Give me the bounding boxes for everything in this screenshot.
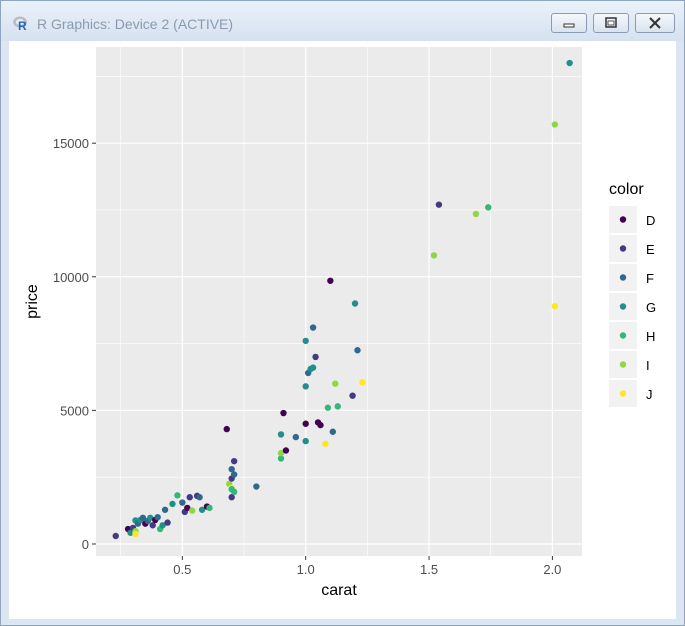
data-point-j	[132, 530, 139, 538]
y-tick-label: 0	[82, 537, 89, 552]
legend-key-d	[619, 216, 627, 223]
data-point-h	[174, 492, 181, 499]
minimize-button[interactable]	[551, 13, 587, 33]
data-point-g	[159, 522, 166, 529]
legend-label-d: D	[646, 213, 655, 228]
legend-label-f: F	[646, 271, 654, 286]
data-point-h	[334, 403, 341, 410]
data-point-e	[349, 392, 356, 399]
data-point-g	[351, 300, 359, 307]
data-point-f	[161, 506, 169, 513]
data-point-g	[147, 514, 154, 521]
data-point-e	[230, 457, 238, 465]
svg-text:R: R	[18, 19, 27, 31]
graphics-device-canvas: 0.5 1.0 1.5 2.0 0 5000 10000 15000 carat price col…	[9, 41, 676, 619]
x-tick-label: 0.5	[173, 562, 191, 577]
legend-key-f	[619, 274, 627, 281]
r-logo-icon: R	[13, 15, 29, 33]
x-tick-label: 2.0	[543, 562, 561, 577]
data-point-i	[189, 507, 196, 514]
y-tick-label: 15000	[53, 136, 89, 151]
data-point-f	[309, 324, 317, 331]
data-point-h	[206, 504, 213, 512]
data-point-h	[277, 455, 285, 462]
data-point-f	[354, 347, 361, 354]
data-point-d	[302, 420, 309, 427]
legend-key-i	[619, 361, 627, 368]
data-point-j	[322, 440, 329, 447]
data-point-e	[186, 494, 193, 501]
legend-label-i: I	[646, 358, 650, 373]
data-point-f	[329, 428, 337, 435]
data-point-g	[566, 59, 573, 67]
data-point-d	[317, 421, 324, 429]
data-point-h	[230, 488, 238, 496]
data-point-d	[280, 409, 287, 417]
data-point-e	[228, 494, 235, 501]
x-tick-label: 1.0	[297, 562, 315, 577]
data-point-i	[472, 210, 480, 218]
data-point-g	[302, 437, 309, 445]
y-tick-label: 10000	[53, 270, 89, 285]
window-title: R Graphics: Device 2 (ACTIVE)	[37, 16, 234, 32]
data-point-i	[277, 449, 285, 457]
x-tick-label: 1.5	[420, 562, 438, 577]
data-point-g	[169, 500, 176, 508]
data-point-f	[228, 465, 235, 473]
data-point-i	[332, 380, 339, 387]
legend-key-j	[619, 390, 627, 397]
title-bar[interactable]: R R Graphics: Device 2 (ACTIVE)	[1, 1, 684, 41]
data-point-f	[154, 514, 161, 521]
legend-label-j: J	[646, 387, 653, 402]
y-axis-title: price	[24, 284, 41, 319]
plot-panel	[96, 47, 582, 556]
minimize-icon	[563, 23, 575, 28]
data-point-e	[312, 353, 319, 361]
data-point-g	[302, 383, 309, 390]
data-point-g	[277, 431, 285, 438]
data-point-f	[253, 483, 260, 490]
data-point-d	[327, 277, 334, 284]
y-tick-label: 5000	[60, 403, 89, 418]
legend-key-g	[619, 303, 627, 310]
data-point-d	[184, 504, 191, 512]
legend-label-e: E	[646, 242, 655, 257]
maximize-button[interactable]	[593, 13, 629, 33]
data-point-f	[196, 494, 203, 501]
legend-title: color	[609, 181, 644, 198]
maximize-icon	[605, 17, 617, 28]
data-point-h	[324, 404, 332, 411]
data-point-e	[112, 532, 119, 540]
data-point-g	[127, 529, 134, 536]
data-point-j	[359, 379, 366, 386]
data-point-h	[485, 204, 492, 211]
close-icon	[649, 17, 661, 29]
data-point-f	[230, 471, 238, 478]
legend-key-h	[619, 332, 627, 339]
data-point-f	[179, 499, 186, 506]
data-point-i	[551, 121, 559, 128]
legend-label-h: H	[646, 329, 655, 344]
data-point-g	[309, 364, 317, 371]
data-point-j	[551, 302, 559, 310]
data-point-g	[302, 337, 309, 345]
data-point-f	[292, 433, 300, 441]
data-point-e	[164, 519, 171, 526]
data-point-e	[435, 201, 443, 208]
close-button[interactable]	[635, 13, 675, 33]
data-point-e	[149, 522, 156, 529]
x-axis-title: carat	[321, 582, 357, 599]
data-point-i	[430, 252, 438, 259]
legend-key-e	[619, 245, 627, 252]
data-point-d	[223, 425, 230, 433]
legend-label-g: G	[646, 300, 656, 315]
scatter-plot: 0.5 1.0 1.5 2.0 0 5000 10000 15000 carat price col…	[24, 47, 656, 599]
data-point-f	[139, 514, 147, 521]
data-point-g	[198, 506, 206, 513]
data-point-d	[282, 447, 290, 454]
